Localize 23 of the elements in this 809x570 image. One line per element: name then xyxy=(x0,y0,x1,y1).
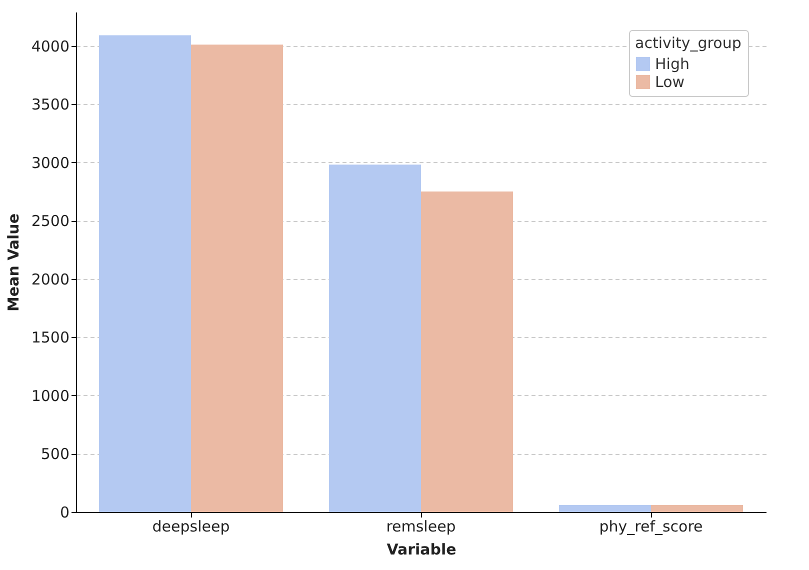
legend-label: Low xyxy=(655,73,685,91)
x-tick-label: remsleep xyxy=(386,518,456,536)
bar xyxy=(99,35,191,512)
legend-title: activity_group xyxy=(635,34,742,52)
legend-label: High xyxy=(655,55,690,73)
x-tick-label: deepsleep xyxy=(152,518,230,536)
y-axis-title: Mean Value xyxy=(4,213,22,312)
y-tick-label: 2000 xyxy=(31,270,70,288)
x-axis-title: Variable xyxy=(386,540,456,558)
y-tick-label: 500 xyxy=(40,445,70,464)
y-tick-label: 1000 xyxy=(31,386,70,405)
y-tick-label: 2500 xyxy=(31,212,70,230)
y-tick-label: 4000 xyxy=(31,37,70,56)
y-tick-label: 0 xyxy=(60,504,70,522)
bar xyxy=(191,44,283,512)
bar xyxy=(329,164,421,512)
bar xyxy=(559,505,651,512)
bar xyxy=(651,505,743,512)
y-tick-label: 1500 xyxy=(31,328,70,347)
y-tick-label: 3000 xyxy=(31,154,70,172)
y-tick-label: 3500 xyxy=(31,96,70,114)
bar xyxy=(421,191,513,512)
x-tick-label: phy_ref_score xyxy=(599,518,703,536)
